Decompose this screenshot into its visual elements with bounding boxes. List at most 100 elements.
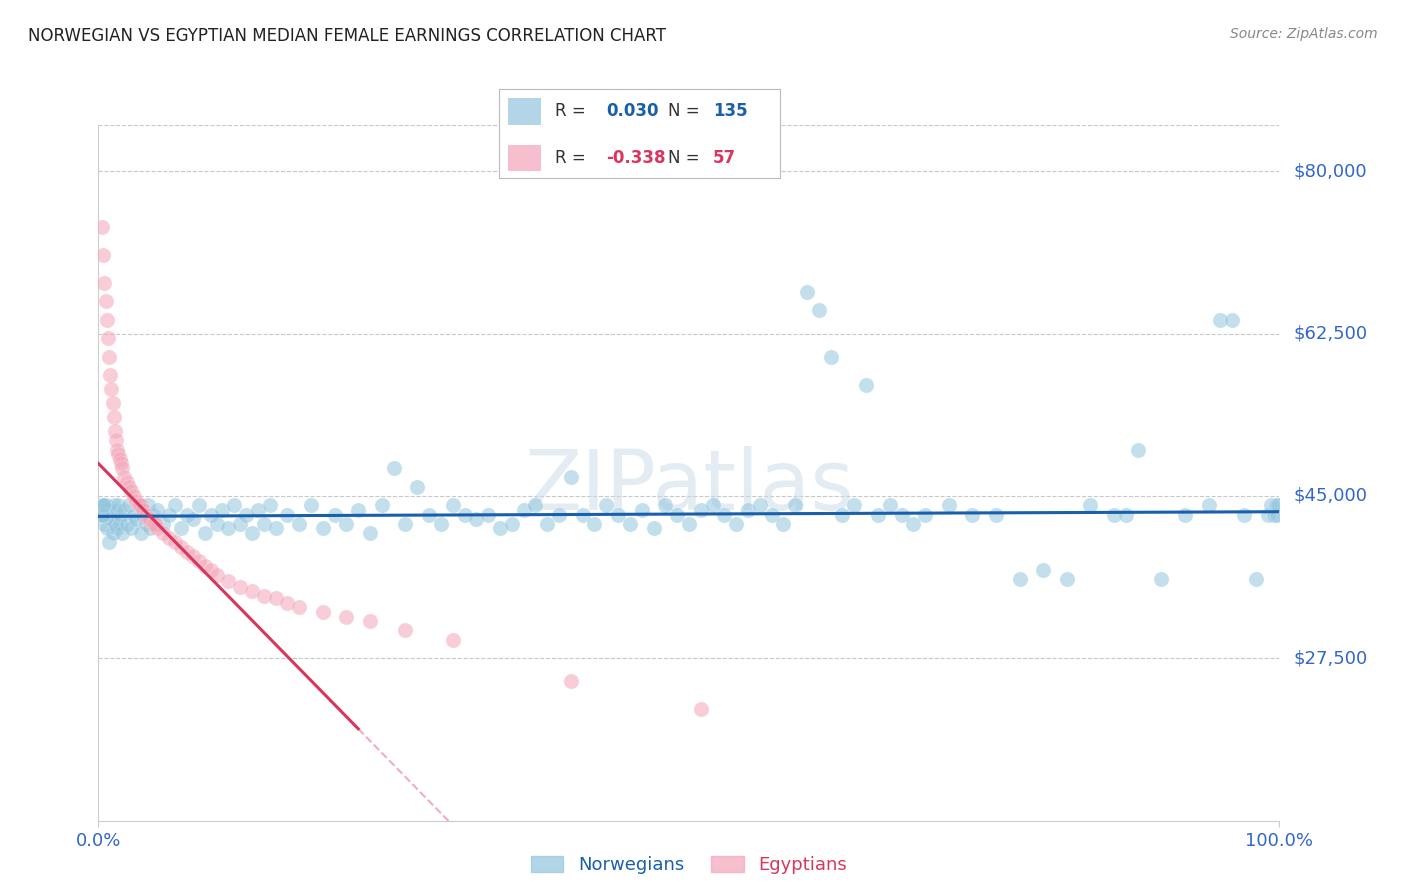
Point [441,632,464,647]
Point [112,503,135,517]
Point [406,480,429,494]
Point [111,526,134,541]
Point [536,516,558,531]
Point [96,521,118,535]
Point [1102,508,1125,522]
Point [654,498,676,512]
Point [689,702,711,716]
Point [105,521,128,535]
Point [132,508,155,522]
Point [103,410,125,425]
Point [1267,498,1289,512]
Point [630,503,652,517]
Point [1126,442,1149,457]
Point [121,521,143,535]
Point [359,526,381,541]
Point [253,589,276,603]
Point [855,377,877,392]
Point [240,526,263,541]
Point [98,535,121,549]
Point [323,508,346,522]
Point [91,248,114,262]
Point [264,521,287,535]
Point [359,614,381,628]
Point [382,461,405,475]
Point [136,512,159,526]
Point [205,567,228,582]
Point [170,521,193,535]
Point [165,535,187,549]
Point [335,609,357,624]
Point [139,521,162,535]
Text: 0.030: 0.030 [606,103,658,120]
Point [831,508,853,522]
Point [157,531,180,545]
Point [107,447,129,461]
Point [181,512,204,526]
Point [1209,312,1232,326]
Point [903,516,925,531]
Text: $45,000: $45,000 [1294,487,1368,505]
Point [205,516,228,531]
Point [253,516,276,531]
Point [112,470,135,484]
Point [235,508,257,522]
Point [91,219,114,234]
Point [200,508,222,522]
Point [132,503,155,517]
Point [110,457,132,471]
Point [176,544,198,558]
Point [211,503,233,517]
Point [104,516,127,531]
Point [246,503,269,517]
Point [820,350,842,364]
Point [524,498,547,512]
Point [96,312,118,326]
Point [1080,498,1102,512]
Point [264,591,287,605]
Point [121,484,143,499]
Point [194,558,217,573]
Point [259,498,281,512]
Point [176,508,198,522]
Point [312,521,335,535]
Point [394,624,416,638]
Point [181,549,204,564]
Point [146,521,169,535]
Point [94,498,117,512]
Text: N =: N = [668,103,699,120]
Point [938,498,960,512]
Point [1244,573,1267,587]
Point [240,583,263,598]
Point [785,498,807,512]
Point [111,461,134,475]
Point [288,600,311,615]
Point [477,508,499,522]
Point [453,508,475,522]
Point [299,498,322,512]
Point [276,508,298,522]
Point [1263,508,1285,522]
FancyBboxPatch shape [508,98,541,125]
Legend: Norwegians, Egyptians: Norwegians, Egyptians [523,848,855,881]
Point [217,574,239,589]
Point [97,503,120,517]
Point [1264,498,1286,512]
Point [122,489,145,503]
Point [371,498,394,512]
Point [170,540,193,554]
Point [107,498,129,512]
Point [347,503,370,517]
Point [1260,498,1282,512]
Point [713,508,735,522]
Point [129,526,152,541]
Text: $27,500: $27,500 [1294,649,1368,667]
Point [224,498,246,512]
Text: NORWEGIAN VS EGYPTIAN MEDIAN FEMALE EARNINGS CORRELATION CHART: NORWEGIAN VS EGYPTIAN MEDIAN FEMALE EARN… [28,27,666,45]
Point [97,331,120,345]
Point [465,512,488,526]
Point [229,580,252,594]
Point [93,516,115,531]
Point [879,498,901,512]
Point [98,512,121,526]
